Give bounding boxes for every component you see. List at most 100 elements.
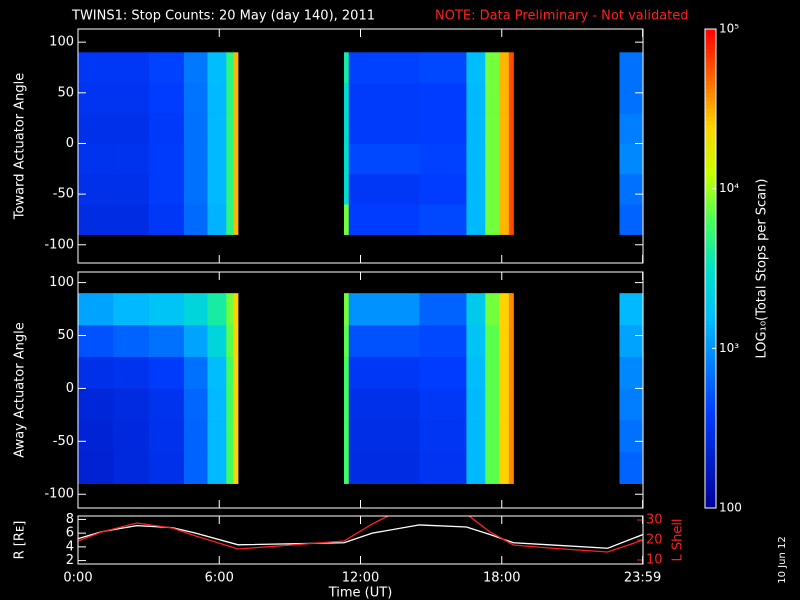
heatmap-cell [508,324,514,357]
heatmap-cell [466,204,486,235]
heatmap-cell [78,356,114,389]
heatmap-cell [148,388,185,421]
heatmap-cell [485,388,500,421]
y-tick-label: 100 [49,275,74,290]
colorbar-swatch [705,384,716,389]
colorbar-swatch [705,288,716,293]
heatmap-cell [207,356,227,389]
heatmap-cell [78,52,114,83]
heatmap-cell [499,204,510,235]
heatmap-cell [113,451,149,484]
heatmap-cell [183,113,208,144]
heatmap-cell [233,356,239,389]
colorbar-swatch [705,252,716,258]
heatmap-cell [78,143,114,175]
colorbar-swatch [705,100,716,106]
heatmap-cell [148,293,185,326]
heatmap-cell [619,356,644,389]
x-axis-label: Time (UT) [328,586,393,600]
heatmap-cell [78,173,114,205]
heatmap-cell [226,356,234,389]
heatmap-cell [183,143,208,175]
heatmap-cell [485,113,500,144]
colorbar-swatch [705,88,716,94]
heatmap-cell [348,324,420,357]
heatmap-cell [78,420,114,453]
plot-area [78,516,643,553]
colorbar-swatch [705,272,716,277]
colorbar-swatch [705,80,716,86]
colorbar-swatch [705,280,716,285]
heatmap-cell [344,420,350,453]
heatmap-cell [207,204,227,235]
colorbar-swatch [705,140,716,146]
heatmap-cell [233,324,239,357]
chart-title: TWINS1: Stop Counts: 20 May (day 140), 2… [71,9,375,24]
colorbar-swatch [705,60,716,66]
colorbar-swatch [705,176,716,182]
heatmap-cell [466,420,486,453]
colorbar-swatch [705,296,716,301]
x-tick-label: 6:00 [205,571,234,586]
colorbar-swatch [705,180,716,186]
heatmap-cell [485,356,500,389]
y-tick-label: -100 [44,487,74,502]
colorbar-swatch [705,29,716,34]
colorbar-swatch [705,228,716,234]
heatmap-cell [485,324,500,357]
y-tick-label: -50 [53,187,74,202]
x-tick-label: 0:00 [63,571,92,586]
heatmap-cell [233,293,239,326]
heatmap-cell [466,388,486,421]
heatmap-cell [183,293,208,326]
heatmap-cell [344,293,350,326]
heatmap-cell [466,113,486,144]
y-tick-label: 50 [57,85,74,100]
heatmap-cell [78,82,114,114]
heatmap-cell [148,143,185,175]
heatmap-cell [619,204,644,235]
heatmap-cell [233,52,239,83]
colorbar-swatch [705,192,716,198]
colorbar-swatch [705,284,716,289]
colorbar-swatch [705,464,716,469]
colorbar-swatch [705,120,716,126]
colorbar-swatch [705,64,716,70]
heatmap-cell [508,388,514,421]
colorbar-swatch [705,488,716,493]
heatmap-cell [183,52,208,83]
colorbar-swatch [705,404,716,409]
colorbar-swatch [705,156,716,162]
heatmap-cell [233,82,239,114]
colorbar-swatch [705,116,716,122]
colorbar-swatch [705,468,716,473]
heatmap-cell [207,324,227,357]
colorbar-swatch [705,500,716,505]
heatmap-cell [419,356,467,389]
heatmap-cell [226,173,234,205]
heatmap-cell [148,82,185,114]
colorbar-swatch [705,396,716,401]
colorbar-swatch [705,320,716,325]
heatmap-cell [348,293,420,326]
colorbar-swatch [705,452,716,457]
heatmap-cell [78,204,114,235]
colorbar-swatch [705,460,716,465]
colorbar-swatch [705,276,716,281]
colorbar-swatch [705,128,716,134]
heatmap-cell [466,293,486,326]
note: NOTE: Data Preliminary - Not validated [435,9,689,24]
heatmap-cell [485,173,500,205]
colorbar-swatch [705,244,716,250]
heatmap-cell [348,420,420,453]
heatmap-cell [183,356,208,389]
heatmap-cell [419,143,467,175]
heatmap-cell [148,52,185,83]
colorbar-swatch [705,372,716,377]
colorbar-swatch [705,304,716,309]
colorbar-swatch [705,348,716,353]
heatmap-cell [499,82,510,114]
colorbar-tick-label: 10⁴ [719,181,739,195]
heatmap-cell [619,293,644,326]
heatmap-cell [508,52,514,83]
